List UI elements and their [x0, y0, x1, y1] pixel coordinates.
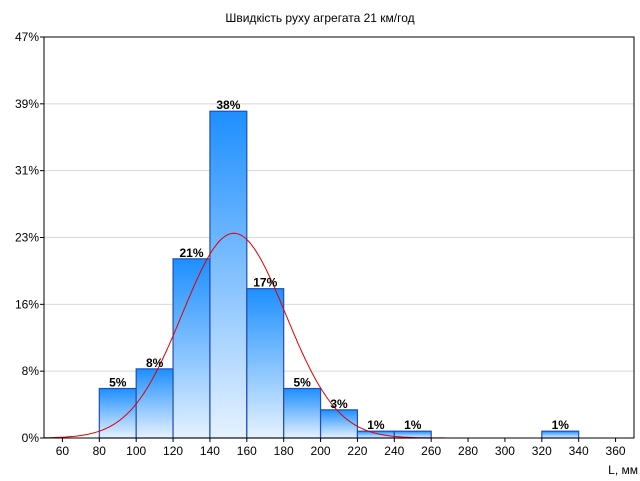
histogram-bar — [172, 258, 211, 439]
bar-value-label: 1% — [552, 418, 570, 432]
x-axis-label: L, мм — [608, 463, 638, 477]
x-tick-label: 300 — [495, 444, 515, 458]
y-tick-label: 47% — [15, 30, 39, 44]
y-tick-label: 31% — [15, 164, 39, 178]
bar-value-label: 8% — [146, 356, 164, 370]
histogram-bar — [98, 387, 137, 439]
axes-group — [40, 36, 635, 442]
bar-labels-group: 5% 8% 21% 38% 17% 5% 3% 1% 1% 1% — [109, 98, 569, 432]
x-tick-label: 180 — [274, 444, 294, 458]
y-tick-labels: 0% 8% 16% 23% 31% 39% 47% — [15, 30, 39, 445]
histogram-bar — [356, 430, 395, 439]
bar-value-label: 1% — [404, 418, 422, 432]
histogram-bar — [135, 368, 174, 439]
bar-value-label: 5% — [293, 376, 311, 390]
bar-value-label: 1% — [367, 418, 385, 432]
x-tick-labels: 60 80 100 120 140 160 180 200 220 240 260 280 300 320… — [56, 444, 626, 458]
x-tick-label: 200 — [311, 444, 331, 458]
x-tick-label: 320 — [532, 444, 552, 458]
y-tick-label: 39% — [15, 97, 39, 111]
x-tick-label: 220 — [347, 444, 367, 458]
x-tick-label: 360 — [606, 444, 626, 458]
y-tick-label: 8% — [22, 364, 40, 378]
x-tick-label: 240 — [384, 444, 404, 458]
x-tick-label: 140 — [200, 444, 220, 458]
histogram-bar — [209, 110, 248, 439]
bar-value-label: 3% — [330, 397, 348, 411]
x-tick-label: 60 — [56, 444, 70, 458]
histogram-bar — [283, 387, 322, 439]
x-tick-label: 100 — [126, 444, 146, 458]
x-tick-label: 120 — [163, 444, 183, 458]
grid-lines — [44, 36, 634, 372]
bar-value-label: 21% — [179, 246, 203, 260]
bars-group — [98, 110, 580, 439]
histogram-bar — [319, 409, 359, 439]
y-tick-label: 0% — [22, 431, 40, 445]
y-tick-label: 16% — [15, 297, 39, 311]
x-tick-label: 280 — [458, 444, 478, 458]
y-tick-label: 23% — [15, 231, 39, 245]
x-tick-label: 160 — [237, 444, 257, 458]
x-tick-label: 340 — [569, 444, 589, 458]
histogram-bar — [246, 288, 285, 439]
histogram-bar — [541, 430, 580, 439]
bar-value-label: 38% — [216, 98, 240, 112]
bar-value-label: 5% — [109, 376, 127, 390]
x-tick-label: 260 — [421, 444, 441, 458]
chart-title: Швидкість руху агрегата 21 км/год — [225, 11, 414, 25]
x-tick-label: 80 — [93, 444, 107, 458]
bar-value-label: 17% — [253, 276, 277, 290]
